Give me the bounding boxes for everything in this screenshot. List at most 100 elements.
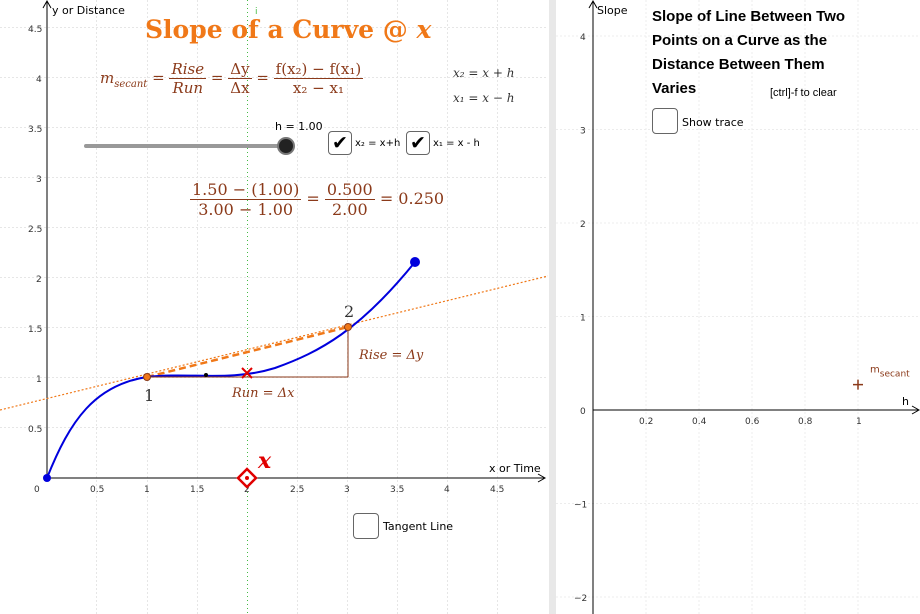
checkmark-icon: ✔ [332,132,348,154]
left-x-tick-label: 1.5 [190,485,204,495]
show-trace-label: Show trace [682,116,744,129]
right-title: Slope of Line Between Two Points on a Cu… [652,8,846,97]
left-y-tick-label: 1 [36,375,42,385]
left-x-axis-label: x or Time [489,462,541,475]
right-y-axis-arrow [588,0,598,9]
left-x-tick-label: 3.5 [390,485,404,495]
computed-slope: 1.50 − (1.00) 3.00 − 1.00 = 0.500 2.00 = 0… [190,180,445,219]
right-grid [556,0,920,614]
left-y-tick-label: 3.5 [28,125,42,135]
h-slider-knob[interactable] [277,137,295,155]
m-secant-label: msecant [870,365,910,380]
right-x-tick-labels: 0.2 0.4 0.6 0.8 1 [639,417,862,427]
right-x-tick-label: 0.4 [692,417,707,427]
left-x-tick-label: 1 [144,485,150,495]
formula-dy: Δy [230,60,250,78]
formula-dx: Δx [228,78,252,97]
point-2[interactable] [344,323,352,331]
left-y-tick-labels: 0.5 1 1.5 2 2.5 3 3.5 4 4.5 [28,25,42,435]
point-2-label: 2 [344,302,354,321]
computed-fraction-2: 0.500 2.00 [324,180,375,219]
left-x-tick-label: 2 [244,485,250,495]
formula-m: m [100,68,115,87]
left-x-tick-label: 0.5 [90,485,104,495]
m-secant-point[interactable] [853,379,863,390]
x2-checkbox[interactable]: ✔ [328,131,352,155]
x1-definition: x₁ = x − h [453,91,515,105]
tangent-checkbox-label: Tangent Line [383,520,454,533]
rise-over-run: Rise Run [169,60,207,97]
left-x-axis-arrow [537,473,547,483]
show-trace-checkbox[interactable] [652,108,678,134]
run-label: Run = Δx [231,386,295,401]
point-1[interactable] [143,373,151,381]
right-y-tick-label: −2 [574,594,587,604]
checkmark-icon: ✔ [410,132,426,154]
computed-fraction-1: 1.50 − (1.00) 3.00 − 1.00 [190,180,302,219]
x2-checkbox-label: x₂ = x+h [355,138,401,149]
function-curve[interactable] [46,261,416,479]
left-graph-canvas[interactable]: i 0 0.5 1 1.5 2 2.5 3 3.5 4 4.5 0.5 1 1.5 2 2.5 3 3.5 4 4… [0,0,548,614]
left-y-axis-label: y or Distance [52,4,125,17]
computed-num: 1.50 − (1.00) [192,180,300,199]
left-y-tick-label: 0.5 [28,425,42,435]
right-x-axis-arrow [911,405,920,415]
left-x-tick-label: 2.5 [290,485,304,495]
rise-label: Rise = Δy [358,348,424,363]
left-x-tick-label: 0 [34,485,40,495]
right-x-tick-label: 0.8 [798,417,813,427]
left-y-tick-label: 2.5 [28,225,42,235]
right-graph-canvas[interactable]: 0.2 0.4 0.6 0.8 1 4 3 2 1 0 −1 −2 Slope h msecant [556,0,920,614]
right-y-tick-label: 2 [580,220,586,230]
f-difference-quotient: f(x₂) − f(x₁) x₂ − x₁ [273,60,364,97]
ctrl-f-hint: [ctrl]-f to clear [770,87,837,99]
left-y-tick-label: 4.5 [28,25,42,35]
title-text: Slope of a Curve @ [145,15,417,44]
left-y-axis-arrow [42,0,52,9]
left-x-tick-label: 4 [444,485,450,495]
left-y-tick-label: 2 [36,275,42,285]
right-y-tick-label: −1 [574,501,587,511]
computed-num2: 0.500 [326,180,373,199]
right-y-axis-label: Slope [597,4,628,17]
left-y-tick-label: 1.5 [28,325,42,335]
m-secant-label-sub: secant [880,370,910,380]
point-1-label: 1 [144,386,154,405]
title-var: x [416,15,432,44]
left-y-tick-label: 4 [36,75,42,85]
right-y-tick-labels: 4 3 2 1 0 −1 −2 [574,33,587,604]
computed-den: 3.00 − 1.00 [190,199,302,219]
left-x-tick-label: 3 [344,485,350,495]
view-divider[interactable] [549,0,556,614]
computed-result: = 0.250 [379,189,445,208]
right-y-tick-label: 4 [580,33,586,43]
left-x-tick-labels: 0 0.5 1 1.5 2 2.5 3 3.5 4 4.5 [34,485,504,495]
right-graphics-view[interactable]: 0.2 0.4 0.6 0.8 1 4 3 2 1 0 −1 −2 Slope h msecant … [556,0,920,614]
curve-x-marker[interactable] [241,367,253,379]
formula-run: Run [169,78,207,97]
right-y-tick-label: 1 [580,314,586,324]
formula-rise: Rise [171,60,205,78]
left-graphics-view[interactable]: i 0 0.5 1 1.5 2 2.5 3 3.5 4 4.5 0.5 1 1.5 2 2.5 3 3.5 4 4… [0,0,548,614]
secant-segment [146,325,349,379]
mid-point [204,373,208,377]
x2-definition: x₂ = x + h [453,66,515,80]
dy-over-dx: Δy Δx [228,60,252,97]
computed-den2: 2.00 [324,199,375,219]
right-x-axis-label: h [902,395,909,408]
curve-end-point[interactable] [410,257,420,267]
tangent-checkbox[interactable] [353,513,379,539]
x1-checkbox[interactable]: ✔ [406,131,430,155]
x-slider-handle[interactable] [236,467,258,489]
h-slider-label: h = 1.00 [275,120,323,133]
x-marker-label: x [257,448,272,474]
curve-start-point[interactable] [43,474,51,482]
right-x-tick-label: 1 [856,417,862,427]
right-x-tick-label: 0.2 [639,417,653,427]
formula-m-sub: secant [114,78,148,90]
right-y-tick-label: 0 [580,407,586,417]
formula-fden: x₂ − x₁ [273,78,364,97]
secant-formula: msecant = Rise Run = Δy Δx = f(x₂) − f(x₁)… [100,60,364,97]
left-x-tick-label: 4.5 [490,485,504,495]
x1-checkbox-label: x₁ = x - h [433,138,480,149]
